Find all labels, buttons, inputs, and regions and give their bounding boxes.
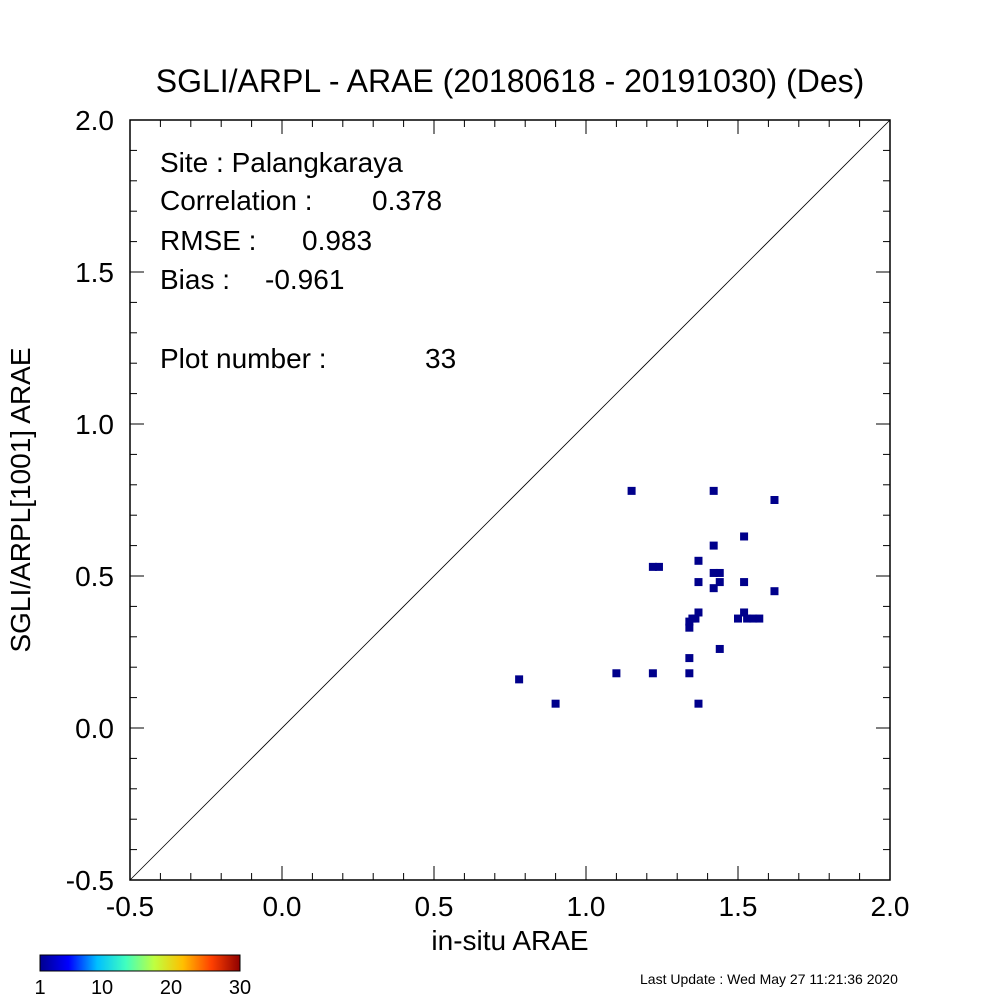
rmse-label: RMSE :	[160, 225, 256, 256]
x-tick-label: -0.5	[106, 891, 154, 922]
bias-label: Bias :	[160, 264, 230, 295]
data-point	[740, 578, 749, 587]
x-tick-label: 2.0	[871, 891, 910, 922]
data-point	[709, 568, 718, 577]
data-point	[627, 486, 636, 495]
data-points	[515, 486, 779, 708]
data-point	[715, 644, 724, 653]
plot-frame	[129, 119, 891, 881]
y-axis-label: SGLI/ARPL[1001] ARAE	[5, 347, 36, 652]
x-axis-label: in-situ ARAE	[431, 925, 588, 956]
colorbar-tick-label: 1	[34, 977, 45, 999]
data-point	[709, 486, 718, 495]
y-tick-label: 0.5	[75, 561, 114, 592]
data-point	[743, 614, 752, 623]
y-tick-label: 1.5	[75, 257, 114, 288]
data-point	[770, 496, 779, 504]
data-point	[749, 614, 758, 623]
data-point	[654, 562, 663, 571]
data-point	[694, 578, 703, 587]
chart-title: SGLI/ARPL - ARAE (20180618 - 20191030) (…	[156, 63, 865, 99]
y-axis-tick-labels: -0.5 0.0 0.5 1.0 1.5 2.0	[66, 105, 114, 896]
data-point	[685, 623, 694, 632]
data-point	[688, 614, 697, 623]
x-axis-tick-labels: -0.5 0.0 0.5 1.0 1.5 2.0	[106, 891, 910, 922]
colorbar-tick-label: 30	[229, 977, 251, 999]
stats-box: Site : Palangkaraya Correlation : 0.378 …	[160, 147, 456, 374]
data-point	[709, 584, 718, 593]
data-point	[770, 587, 779, 596]
y-axis-ticks	[130, 119, 890, 881]
data-point	[685, 654, 694, 663]
data-point	[740, 608, 749, 617]
y-tick-label: -0.5	[66, 865, 114, 896]
x-tick-label: 1.0	[567, 891, 606, 922]
rmse-value: 0.983	[302, 225, 372, 256]
data-point	[755, 614, 764, 623]
plot-number-value: 33	[425, 343, 456, 374]
colorbar: 1 10 20 30	[34, 954, 251, 999]
x-tick-label: 1.5	[719, 891, 758, 922]
x-axis-ticks	[129, 120, 891, 880]
data-point	[740, 532, 749, 541]
last-update-text: Last Update : Wed May 27 11:21:36 2020	[640, 971, 898, 987]
data-point	[612, 669, 621, 678]
data-point	[734, 614, 742, 623]
colorbar-tick-labels: 1 10 20 30	[34, 977, 251, 999]
bias-value: -0.961	[265, 264, 344, 295]
y-tick-label: 0.0	[75, 713, 114, 744]
data-point	[694, 699, 703, 708]
correlation-value: 0.378	[372, 185, 442, 216]
data-point	[515, 675, 524, 684]
data-point	[648, 669, 657, 678]
plot-number-label: Plot number :	[160, 343, 327, 374]
colorbar-gradient	[39, 954, 241, 972]
y-tick-label: 1.0	[75, 409, 114, 440]
colorbar-tick-label: 20	[160, 977, 182, 999]
data-point	[694, 608, 703, 617]
data-point	[694, 556, 703, 565]
data-point	[715, 568, 724, 577]
data-point	[551, 699, 560, 708]
identity-line	[129, 119, 891, 881]
site-text: Site : Palangkaraya	[160, 147, 403, 178]
x-tick-label: 0.5	[415, 891, 454, 922]
data-point	[715, 578, 724, 587]
correlation-label: Correlation :	[160, 185, 313, 216]
colorbar-tick-label: 10	[91, 977, 113, 999]
y-tick-label: 2.0	[75, 105, 114, 136]
data-point	[648, 562, 657, 571]
x-tick-label: 0.0	[263, 891, 302, 922]
data-point	[709, 541, 718, 550]
data-point	[685, 669, 694, 678]
